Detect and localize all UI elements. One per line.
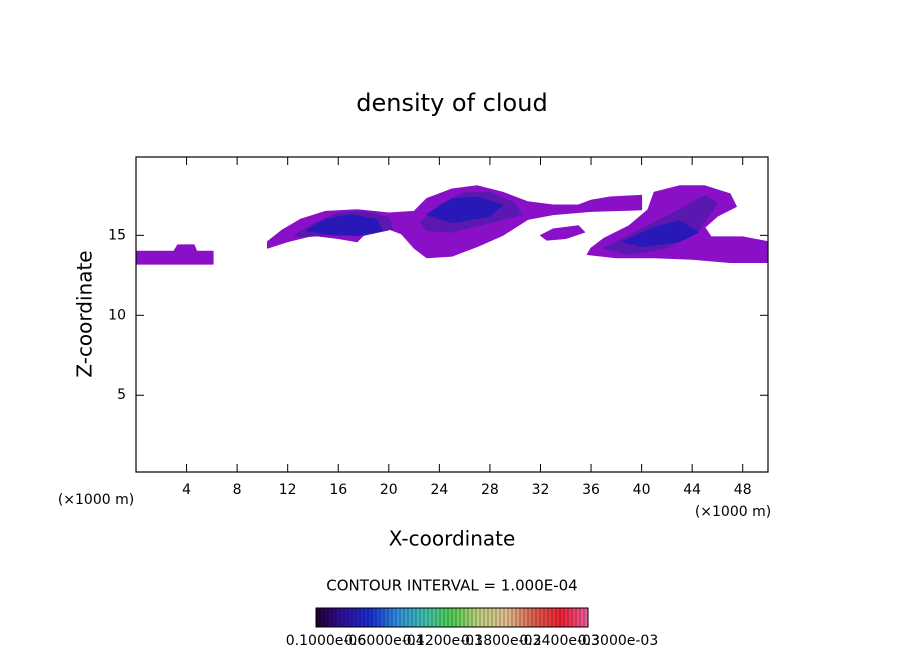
contour-region — [622, 220, 699, 247]
contour-interval: CONTOUR INTERVAL = 1.000E-04 — [326, 577, 577, 595]
colorbar-label: 0.2400e-03 — [519, 633, 599, 649]
x-tick-label: 16 — [329, 482, 347, 498]
colorbar-fill — [315, 607, 589, 628]
colorbar-label: 0.6000e-04 — [344, 633, 425, 649]
x-tick-label: 32 — [532, 482, 550, 498]
x-tick-label: 40 — [633, 482, 651, 498]
colorbar-label: 0.1000e-06 — [286, 633, 367, 649]
colorbar: 0.1000e-060.6000e-040.1200e-030.1800e-03… — [286, 607, 658, 649]
x-tick-label: 12 — [279, 482, 297, 498]
plot-frame — [135, 156, 769, 473]
x-axis-label: X-coordinate — [389, 527, 516, 551]
x-tick-label: 4 — [182, 482, 191, 498]
colorbar-label: 0.1200e-03 — [403, 633, 483, 649]
contour-region — [306, 214, 383, 236]
colorbar-label: 0.3000e-03 — [578, 633, 658, 649]
y-axis-label: Z-coordinate — [73, 250, 97, 377]
x-tick-label: 8 — [233, 482, 242, 498]
x-tick-label: 28 — [481, 482, 499, 498]
chart-title: density of cloud — [356, 89, 547, 117]
x-unit-label: (×1000 m) — [695, 504, 771, 520]
x-tick-label: 48 — [734, 482, 752, 498]
contour-region — [135, 244, 214, 265]
colorbar-label: 0.1800e-03 — [461, 633, 541, 649]
x-tick-label: 44 — [683, 482, 701, 498]
x-unit-label: (×1000 m) — [58, 492, 134, 508]
contour-region — [540, 225, 586, 241]
x-tick-label: 24 — [430, 482, 448, 498]
x-tick-label: 20 — [380, 482, 398, 498]
contour-region — [426, 196, 504, 224]
y-tick-label: 10 — [108, 307, 126, 323]
plot-area — [135, 185, 769, 265]
x-tick-label: 36 — [582, 482, 600, 498]
y-tick-label: 15 — [108, 227, 126, 243]
y-tick-label: 5 — [117, 387, 126, 403]
